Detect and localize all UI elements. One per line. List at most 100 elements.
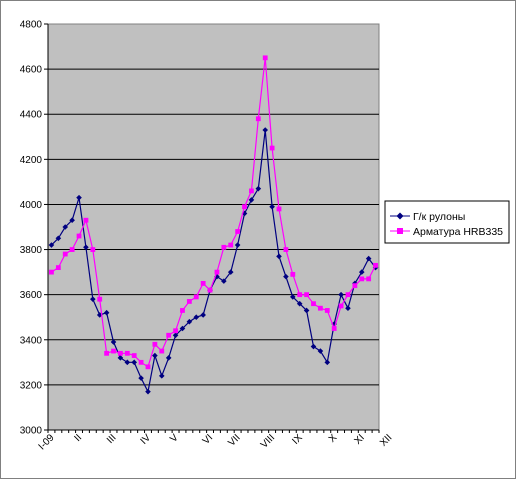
data-point: [242, 204, 247, 210]
data-point: [104, 350, 110, 356]
data-point: [345, 292, 351, 298]
data-point: [358, 269, 365, 275]
data-point: [338, 291, 344, 298]
data-point: [159, 348, 165, 354]
data-point: [303, 307, 310, 314]
data-point: [200, 280, 206, 286]
data-point: [269, 145, 275, 151]
data-point: [255, 116, 261, 122]
y-tick-label: 3600: [20, 290, 43, 301]
data-point: [166, 332, 172, 338]
y-tick-label: 4200: [20, 155, 43, 166]
data-point: [76, 194, 82, 201]
data-point: [227, 269, 234, 275]
data-point: [297, 292, 303, 298]
data-point: [62, 224, 69, 230]
data-point: [96, 312, 103, 318]
data-point: [180, 308, 185, 313]
data-point: [117, 355, 124, 361]
data-point: [69, 247, 75, 252]
data-point: [186, 318, 193, 325]
data-point: [186, 299, 192, 304]
data-point: [290, 271, 296, 277]
legend-label-series-1: Г/к рулоны: [413, 211, 465, 223]
y-tick-label: 3000: [20, 426, 43, 437]
data-point: [359, 276, 365, 282]
data-point: [131, 359, 137, 366]
data-point: [76, 233, 82, 239]
y-tick-label: 3200: [20, 380, 43, 391]
data-point: [111, 348, 116, 354]
data-point: [90, 247, 96, 252]
data-point: [276, 206, 282, 212]
data-point: [331, 326, 337, 331]
legend-label-series-2: Арматура HRB335: [413, 226, 503, 238]
data-point: [296, 300, 303, 307]
data-point: [138, 375, 144, 381]
data-point: [214, 273, 220, 280]
data-point: [311, 301, 316, 307]
legend-box: [384, 200, 510, 244]
data-point: [207, 287, 213, 293]
data-point: [173, 328, 178, 334]
y-tick-label: 3400: [20, 335, 43, 346]
data-point: [248, 197, 255, 203]
data-point: [324, 359, 331, 366]
data-point: [62, 251, 68, 257]
plot-area: [47, 23, 380, 431]
data-point: [193, 314, 200, 321]
data-point: [172, 332, 179, 339]
data-point: [234, 242, 241, 248]
data-point: [304, 292, 309, 298]
data-point: [55, 265, 61, 270]
data-point: [138, 359, 144, 365]
data-point: [83, 217, 89, 223]
data-point: [69, 217, 75, 224]
data-point: [124, 359, 131, 366]
data-point: [118, 350, 123, 356]
data-point: [255, 185, 262, 192]
data-point: [110, 339, 117, 345]
data-point: [283, 247, 289, 252]
legend-marker-series-1: [396, 212, 404, 220]
data-point: [200, 312, 206, 318]
legend-marker-series-2: [397, 228, 403, 234]
data-point: [49, 269, 54, 275]
data-point: [131, 353, 137, 358]
series-layer: [48, 55, 379, 395]
data-point: [269, 203, 275, 210]
data-point: [249, 188, 254, 194]
data-point: [214, 269, 220, 275]
data-point: [317, 305, 323, 311]
data-point: [145, 364, 151, 370]
legend: Г/к рулоны Арматура HRB335: [384, 200, 510, 244]
y-tick-label: 4400: [20, 110, 43, 121]
data-point: [145, 388, 151, 395]
x-tick-label: II: [72, 432, 84, 444]
gridlines: [48, 68, 379, 386]
data-point: [193, 294, 199, 300]
y-tick-label: 3800: [20, 245, 43, 256]
data-point: [221, 278, 227, 284]
y-tick-label: 4000: [20, 200, 43, 211]
y-tick-label: 4800: [20, 20, 43, 31]
data-point: [124, 350, 130, 356]
data-point: [97, 296, 103, 302]
data-point: [345, 305, 351, 311]
data-point: [179, 325, 186, 332]
data-point: [152, 341, 158, 347]
data-point: [152, 352, 158, 359]
data-point: [338, 303, 344, 309]
y-tick-label: 4600: [20, 65, 43, 76]
data-point: [310, 343, 317, 350]
data-point: [103, 309, 110, 316]
data-point: [262, 55, 268, 61]
data-point: [90, 296, 96, 302]
data-point: [290, 294, 296, 300]
data-point: [158, 373, 165, 379]
data-point: [48, 242, 55, 248]
data-point: [228, 242, 234, 248]
data-point: [324, 308, 330, 313]
